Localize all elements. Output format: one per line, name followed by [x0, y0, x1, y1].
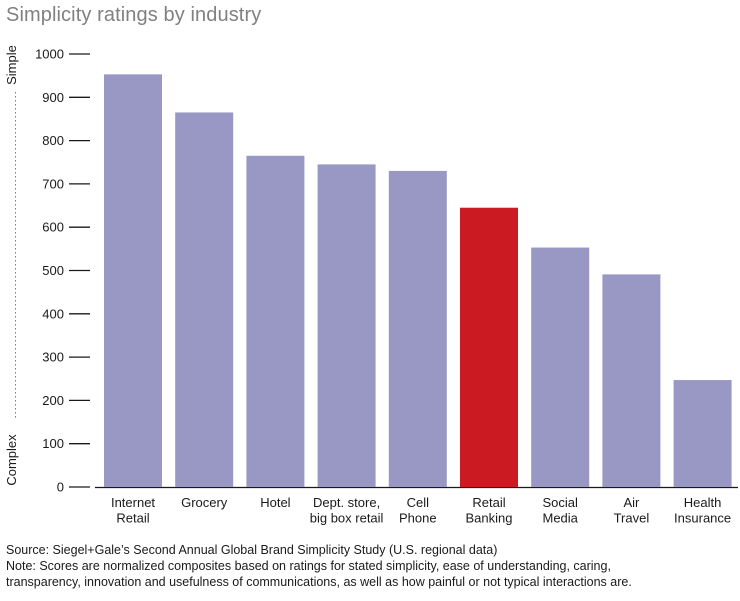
bar: [104, 74, 162, 487]
y-tick-label: 300: [42, 350, 64, 365]
y-tick-label: 1000: [35, 47, 64, 62]
y-tick-label: 100: [42, 436, 64, 451]
x-tick-label: Health Insurance: [674, 495, 731, 526]
y-tick-label: 500: [42, 263, 64, 278]
x-tick-label: Social Media: [542, 495, 578, 526]
bar: [673, 380, 732, 487]
bar: [175, 112, 234, 487]
x-tick-label: Retail Banking: [466, 495, 513, 526]
x-tick-label: Internet Retail: [111, 495, 155, 526]
y-tick-label: 600: [42, 220, 64, 235]
x-tick-label: Air Travel: [614, 495, 650, 526]
y-tick-label: 800: [42, 133, 64, 148]
bar-chart: 0 100 200 300 400 500 600 700 800 900 1000 Simple Co…: [4, 45, 738, 526]
bar: [246, 155, 305, 487]
chart-footer: Source: Siegel+Gale’s Second Annual Glob…: [6, 542, 736, 590]
x-tick-label: Cell Phone: [399, 495, 437, 526]
note-line-1: Note: Scores are normalized composites b…: [6, 559, 611, 573]
y-tick-label: 700: [42, 176, 64, 191]
y-tick-label: 0: [57, 480, 64, 495]
chart-title: Simplicity ratings by industry: [6, 4, 262, 26]
bar: [460, 207, 518, 487]
bar: [531, 247, 590, 487]
x-tick-label: Dept. store, big box retail: [310, 495, 384, 526]
y-axis-label-complex: Complex: [4, 434, 19, 486]
y-tick-label: 200: [42, 393, 64, 408]
bar: [317, 164, 376, 488]
bar: [388, 170, 447, 487]
y-axis-label-simple: Simple: [4, 45, 19, 85]
y-tick-label: 900: [42, 90, 64, 105]
x-tick-label: Grocery: [181, 495, 228, 510]
source-note: Source: Siegel+Gale’s Second Annual Glob…: [6, 543, 498, 557]
bar: [602, 274, 661, 487]
note-line-2: transparency, innovation and usefulness …: [6, 575, 632, 589]
x-tick-label: Hotel: [260, 495, 290, 510]
y-tick-label: 400: [42, 306, 64, 321]
